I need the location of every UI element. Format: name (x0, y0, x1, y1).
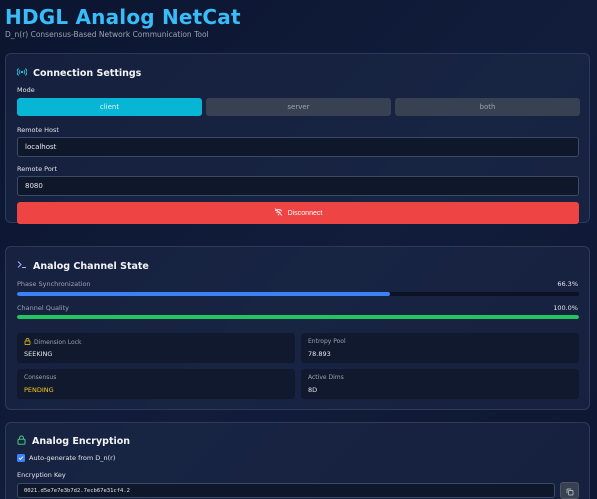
remote-host-label: Remote Host (17, 126, 59, 134)
checkbox-check-icon (17, 454, 25, 462)
phase-sync-value: 66.3% (557, 280, 578, 288)
channel-state-header: Analog Channel State (17, 260, 149, 272)
entropy-pool-value: 78.893 (308, 350, 331, 358)
consensus-value: PENDING (24, 386, 54, 394)
auto-generate-checkbox[interactable]: Auto-generate from D_n(r) (17, 454, 115, 462)
dimension-lock-stat: Dimension Lock SEEKING (17, 333, 295, 363)
channel-state-title: Analog Channel State (33, 260, 149, 272)
dimension-lock-label: Dimension Lock (34, 339, 82, 346)
remote-port-label: Remote Port (17, 165, 58, 173)
auto-generate-label: Auto-generate from D_n(r) (29, 454, 116, 462)
disconnect-button[interactable]: Disconnect (17, 202, 579, 224)
channel-quality-fill (17, 315, 579, 319)
remote-port-input[interactable] (17, 176, 579, 196)
wifi-off-icon (274, 208, 283, 218)
channel-state-card: Analog Channel State Phase Synchronizati… (5, 246, 590, 410)
encryption-key-label: Encryption Key (17, 471, 66, 479)
mode-selector: client server both (17, 98, 580, 116)
phase-sync-fill (17, 292, 390, 296)
entropy-pool-label: Entropy Pool (308, 338, 346, 345)
copy-key-button[interactable] (560, 482, 579, 499)
lock-icon (24, 338, 31, 347)
channel-quality-label: Channel Quality (17, 304, 69, 312)
encryption-key-field[interactable]: 0021.d5e7e7e3b7d2.7ecb67e31cf4.2 (17, 483, 555, 498)
phase-sync-bar (17, 292, 579, 296)
mode-label: Mode (17, 86, 35, 94)
disconnect-label: Disconnect (287, 209, 323, 217)
broadcast-icon (16, 67, 28, 80)
connection-settings-card: Connection Settings Mode client server b… (5, 53, 590, 224)
terminal-icon (17, 260, 27, 272)
consensus-stat: Consensus PENDING (17, 369, 295, 399)
active-dims-label: Active Dims (308, 374, 344, 381)
dimension-lock-value: SEEKING (24, 350, 53, 358)
entropy-pool-stat: Entropy Pool 78.893 (301, 333, 579, 363)
phase-sync-label: Phase Synchronization (17, 280, 91, 288)
active-dims-stat: Active Dims 8D (301, 369, 579, 399)
active-dims-value: 8D (308, 386, 318, 394)
encryption-title: Analog Encryption (32, 436, 131, 447)
mode-both-button[interactable]: both (395, 98, 580, 116)
encryption-card: Analog Encryption Auto-generate from D_n… (5, 422, 590, 499)
app-subtitle: D_n(r) Consensus-Based Network Communica… (5, 30, 209, 39)
copy-icon (566, 481, 574, 499)
channel-quality-value: 100.0% (553, 304, 578, 312)
mode-client-button[interactable]: client (17, 98, 202, 116)
connection-settings-title: Connection Settings (33, 68, 142, 79)
app-title: HDGL Analog NetCat (5, 5, 241, 29)
channel-quality-bar (17, 315, 579, 319)
remote-host-input[interactable] (17, 137, 579, 157)
consensus-label: Consensus (24, 374, 57, 381)
lock-icon (17, 435, 26, 448)
encryption-header: Analog Encryption (17, 435, 130, 448)
mode-server-button[interactable]: server (206, 98, 391, 116)
connection-settings-header: Connection Settings (16, 67, 142, 80)
